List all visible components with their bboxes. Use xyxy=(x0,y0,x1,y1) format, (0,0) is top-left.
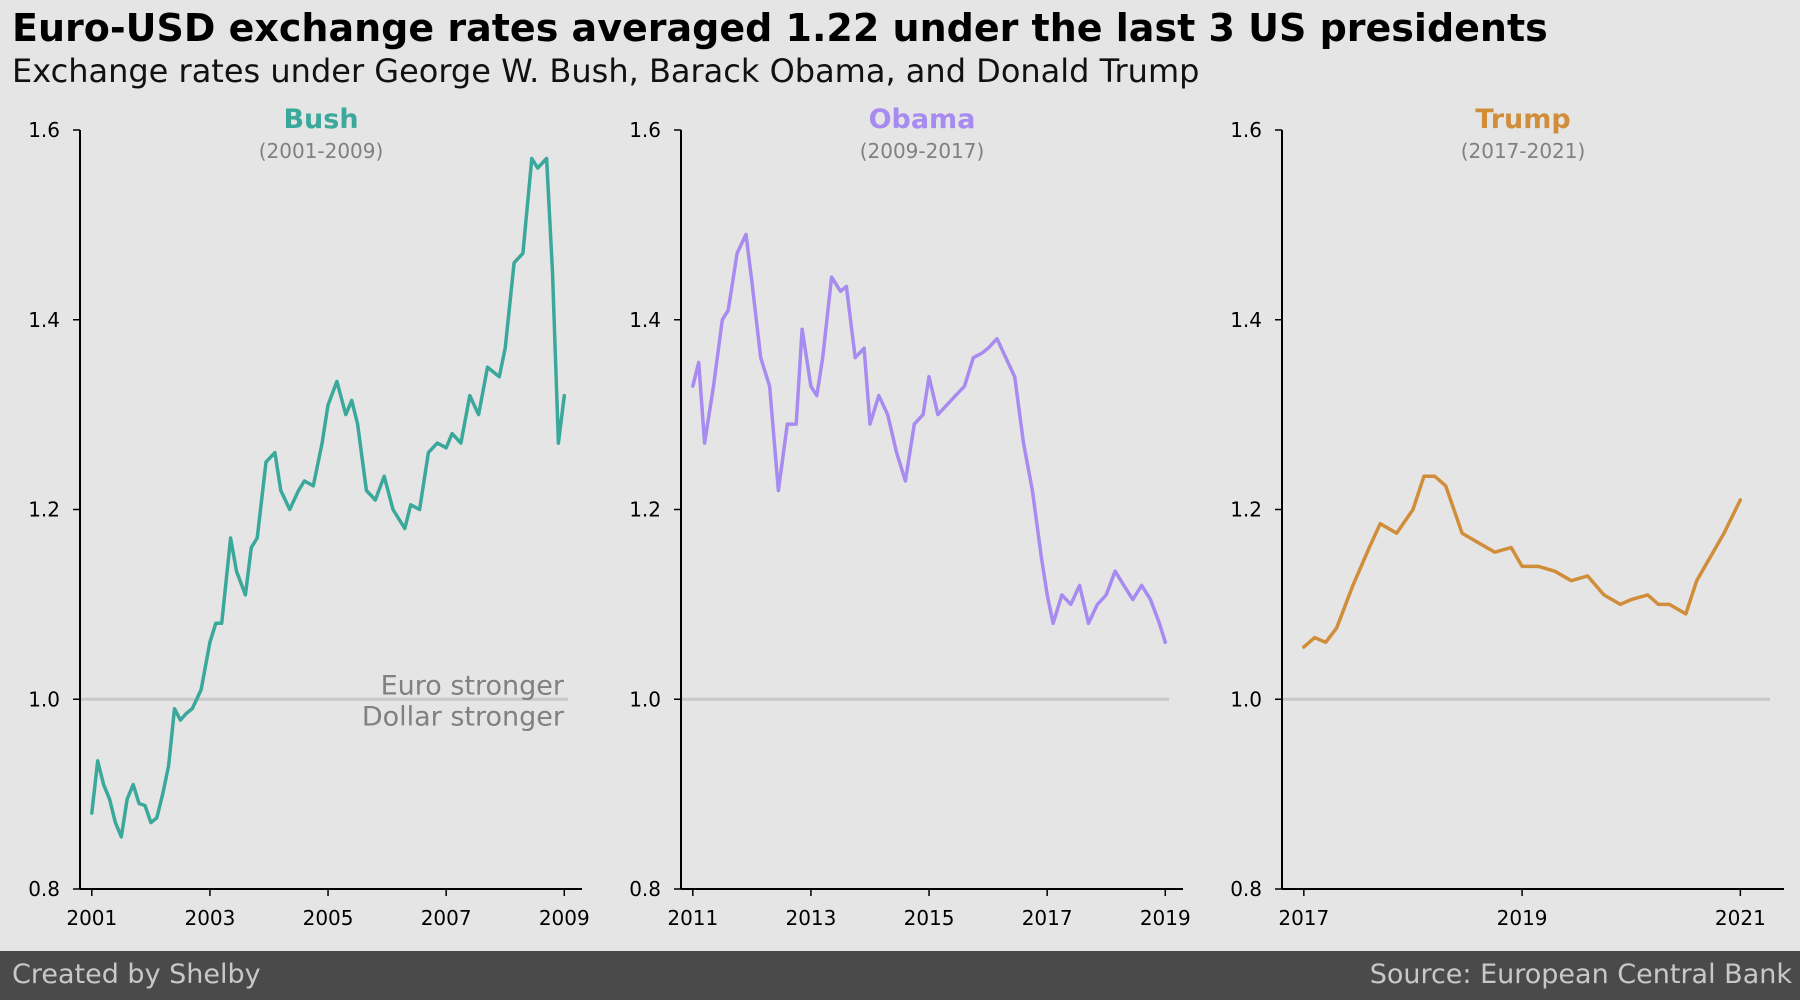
obama-y-tick-label: 1.2 xyxy=(629,498,661,522)
obama-y-tick-label: 1.4 xyxy=(629,308,661,332)
trump-y-tick-label: 1.2 xyxy=(1230,498,1262,522)
footer-credit: Created by Shelby xyxy=(12,959,261,990)
footer-source: Source: European Central Bank xyxy=(1369,959,1792,990)
trump-panel-subtitle: (2017-2021) xyxy=(1461,139,1586,163)
bush-panel-title: Bush xyxy=(283,104,358,135)
obama-panel-title: Obama xyxy=(869,104,976,135)
trump-x-tick-label: 2021 xyxy=(1715,906,1766,930)
bush-x-tick-label: 2001 xyxy=(66,906,117,930)
obama-x-tick-label: 2013 xyxy=(785,906,836,930)
trump-x-tick-label: 2017 xyxy=(1278,906,1329,930)
bush-y-tick-label: 1.6 xyxy=(28,118,60,142)
obama-x-tick-label: 2017 xyxy=(1022,906,1073,930)
obama-y-tick-label: 1.6 xyxy=(629,118,661,142)
bush-x-tick-label: 2003 xyxy=(184,906,235,930)
obama-series-line xyxy=(691,232,1168,645)
obama-x-tick-label: 2019 xyxy=(1140,906,1191,930)
obama-y-tick-label: 0.8 xyxy=(629,877,661,901)
obama-panel-subtitle: (2009-2017) xyxy=(860,139,985,163)
trump-y-tick-label: 1.4 xyxy=(1230,308,1262,332)
footer-bar: Created by Shelby Source: European Centr… xyxy=(0,951,1800,1000)
bush-series-line xyxy=(90,156,567,839)
bush-x-tick-label: 2009 xyxy=(539,906,590,930)
trump-y-tick-label: 0.8 xyxy=(1230,877,1262,901)
trump-series-line xyxy=(1302,474,1743,649)
trump-panel-title: Trump xyxy=(1475,104,1570,135)
page-title: Euro-USD exchange rates averaged 1.22 un… xyxy=(12,6,1548,50)
bush-y-tick-label: 0.8 xyxy=(28,877,60,901)
obama-y-tick-label: 1.0 xyxy=(629,687,661,711)
trump-x-tick-label: 2019 xyxy=(1497,906,1548,930)
trump-y-tick-label: 1.6 xyxy=(1230,118,1262,142)
bush-y-tick-label: 1.0 xyxy=(28,687,60,711)
bush-x-tick-label: 2007 xyxy=(421,906,472,930)
annotation-euro-stronger: Euro stronger xyxy=(381,670,565,701)
bush-x-tick-label: 2005 xyxy=(303,906,354,930)
bush-y-tick-label: 1.2 xyxy=(28,498,60,522)
bush-y-tick-label: 1.4 xyxy=(28,308,60,332)
bush-panel-subtitle: (2001-2009) xyxy=(259,139,384,163)
obama-x-tick-label: 2015 xyxy=(904,906,955,930)
chart-area: 0.8 1.0 1.2 1.4 1.6 2001 2003 2005 2007 2009 Bush (… xyxy=(28,104,1784,930)
obama-x-tick-label: 2011 xyxy=(667,906,718,930)
trump-y-tick-label: 1.0 xyxy=(1230,687,1262,711)
page-subtitle: Exchange rates under George W. Bush, Bar… xyxy=(12,52,1200,90)
annotation-dollar-stronger: Dollar stronger xyxy=(362,701,565,732)
